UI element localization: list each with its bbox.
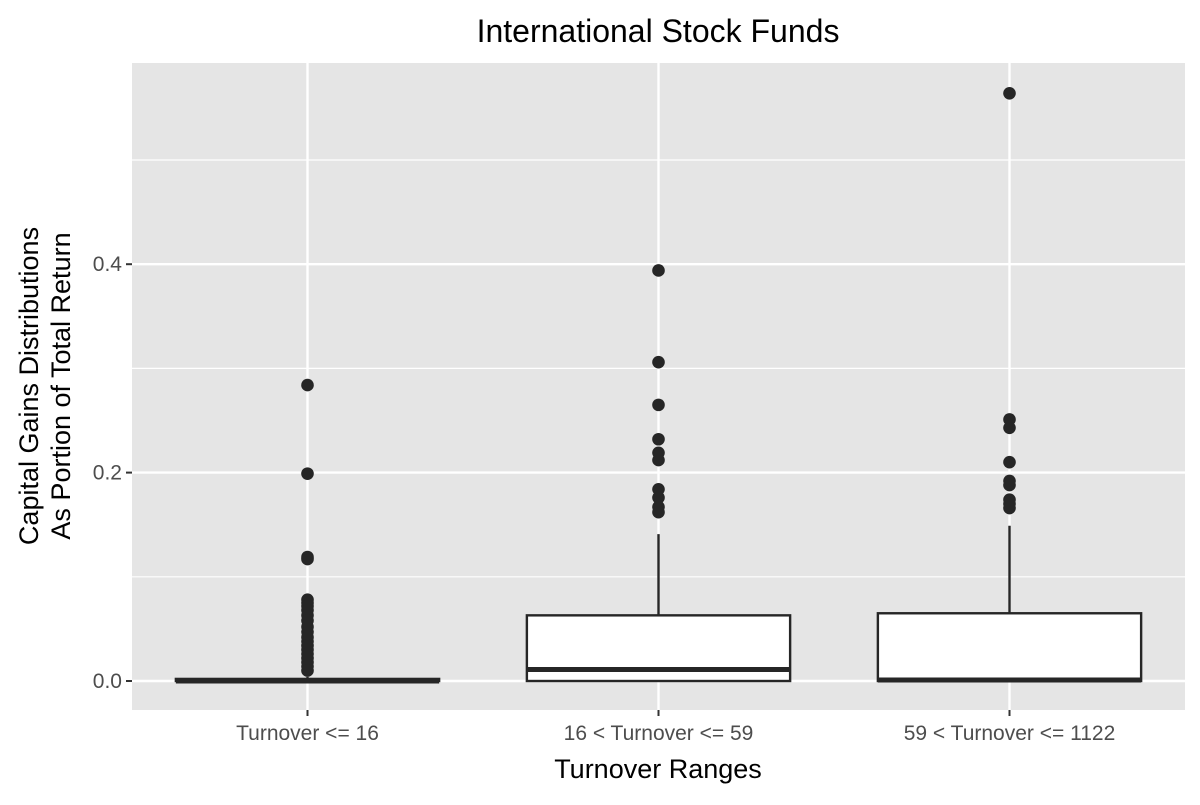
outlier-point: [652, 355, 665, 369]
y-axis-label-line-2: As Portion of Total Return: [46, 232, 76, 539]
x-tick-label: Turnover <= 16: [236, 722, 379, 745]
box-series: [174, 87, 1143, 684]
outlier-point: [652, 398, 665, 412]
outlier-point: [1003, 87, 1016, 100]
outlier-point: [652, 505, 665, 519]
outlier-point: [301, 467, 314, 480]
outlier-point: [301, 378, 314, 392]
chart-title: International Stock Funds: [477, 13, 840, 49]
box-1: [174, 378, 441, 684]
box-2: [525, 264, 792, 683]
outlier-point: [652, 453, 665, 467]
y-axis-label: Capital Gains Distributions As Portion o…: [14, 227, 76, 545]
outlier-point: [301, 664, 314, 677]
y-axis: 0.0 0.2 0.4: [93, 253, 132, 693]
y-tick-label: 0.0: [93, 670, 122, 693]
outlier-point: [1003, 478, 1016, 492]
x-axis: Turnover <= 16 16 < Turnover <= 59 59 < Tu…: [236, 710, 1115, 745]
x-axis-label: Turnover Ranges: [554, 754, 762, 784]
y-tick-label: 0.2: [93, 462, 122, 485]
outlier-point: [652, 491, 665, 504]
y-axis-label-line-1: Capital Gains Distributions: [14, 227, 44, 545]
outlier-point: [1003, 455, 1016, 469]
y-tick-label: 0.4: [93, 253, 123, 276]
outlier-point: [652, 432, 665, 446]
outlier-point: [1003, 501, 1016, 515]
x-tick-label: 59 < Turnover <= 1122: [904, 722, 1116, 745]
outlier-point: [301, 552, 314, 566]
outlier-point: [652, 264, 665, 277]
x-tick-label: 16 < Turnover <= 59: [564, 722, 754, 745]
outlier-point: [1003, 421, 1016, 435]
box-3: [876, 87, 1143, 683]
